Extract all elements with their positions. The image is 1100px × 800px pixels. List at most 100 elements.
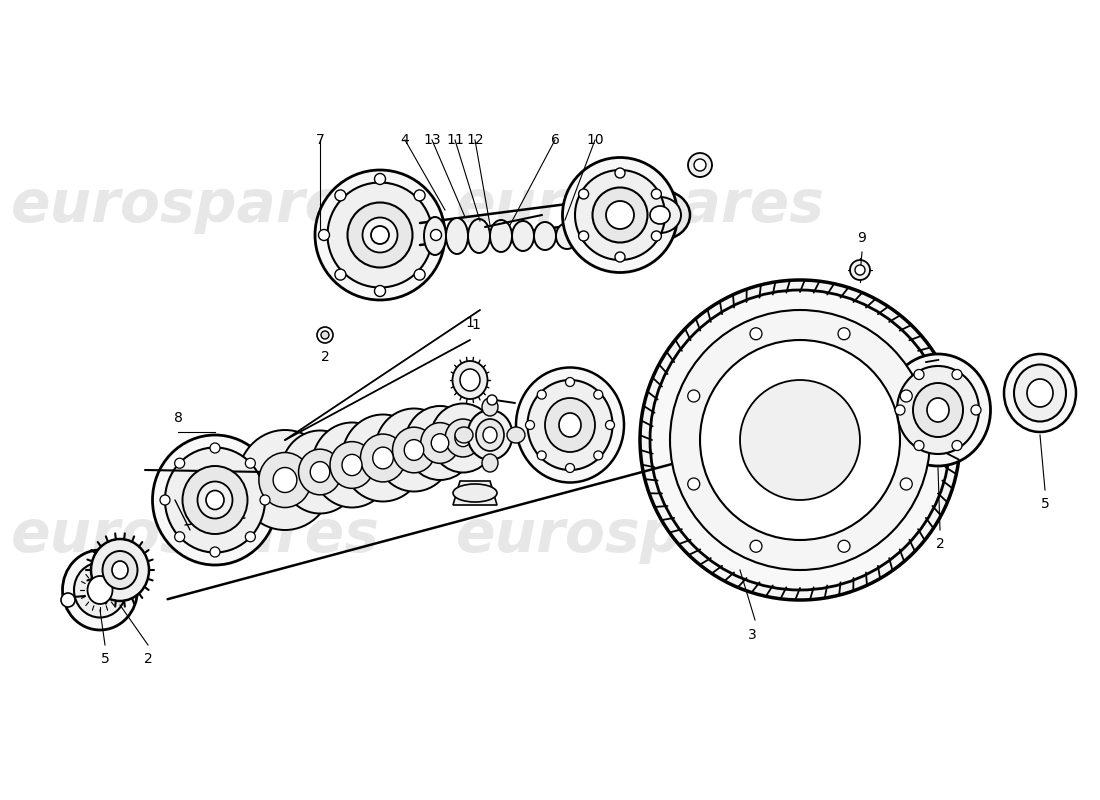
Text: 9: 9 bbox=[858, 231, 867, 245]
Ellipse shape bbox=[91, 539, 148, 601]
Ellipse shape bbox=[913, 383, 962, 437]
Ellipse shape bbox=[606, 201, 634, 229]
Ellipse shape bbox=[534, 222, 556, 250]
Text: eurospares: eurospares bbox=[11, 177, 379, 234]
Circle shape bbox=[160, 495, 170, 505]
Ellipse shape bbox=[896, 366, 979, 454]
Circle shape bbox=[971, 405, 981, 415]
Circle shape bbox=[579, 189, 588, 199]
Ellipse shape bbox=[808, 400, 836, 480]
Ellipse shape bbox=[516, 367, 624, 482]
Circle shape bbox=[952, 370, 962, 379]
Circle shape bbox=[565, 378, 574, 386]
Circle shape bbox=[651, 189, 661, 199]
Circle shape bbox=[60, 593, 75, 607]
Text: 6: 6 bbox=[551, 133, 560, 147]
Polygon shape bbox=[453, 481, 497, 505]
Text: 10: 10 bbox=[586, 133, 604, 147]
Text: 1: 1 bbox=[465, 316, 474, 330]
Ellipse shape bbox=[342, 414, 424, 502]
Circle shape bbox=[210, 443, 220, 453]
Ellipse shape bbox=[556, 223, 578, 249]
Ellipse shape bbox=[455, 427, 473, 443]
Ellipse shape bbox=[405, 406, 475, 480]
Ellipse shape bbox=[280, 430, 359, 514]
Circle shape bbox=[579, 231, 588, 241]
Ellipse shape bbox=[482, 398, 498, 416]
Circle shape bbox=[914, 441, 924, 450]
Circle shape bbox=[487, 395, 497, 405]
Circle shape bbox=[900, 478, 912, 490]
Circle shape bbox=[900, 390, 912, 402]
Ellipse shape bbox=[88, 576, 112, 604]
Ellipse shape bbox=[559, 413, 581, 437]
Ellipse shape bbox=[165, 447, 265, 553]
Text: 11: 11 bbox=[447, 133, 464, 147]
Circle shape bbox=[374, 286, 385, 297]
Ellipse shape bbox=[650, 206, 670, 224]
Ellipse shape bbox=[342, 454, 362, 476]
Circle shape bbox=[615, 168, 625, 178]
Ellipse shape bbox=[206, 490, 224, 510]
Ellipse shape bbox=[468, 219, 490, 253]
Ellipse shape bbox=[507, 427, 525, 443]
Circle shape bbox=[321, 331, 329, 339]
Ellipse shape bbox=[183, 466, 248, 534]
Circle shape bbox=[414, 190, 425, 201]
Ellipse shape bbox=[483, 427, 497, 443]
Text: 4: 4 bbox=[400, 133, 409, 147]
Text: 3: 3 bbox=[748, 628, 757, 642]
Ellipse shape bbox=[468, 410, 513, 460]
Text: eurospares: eurospares bbox=[455, 506, 825, 563]
Circle shape bbox=[895, 405, 905, 415]
Circle shape bbox=[750, 328, 762, 340]
Ellipse shape bbox=[512, 221, 534, 251]
Ellipse shape bbox=[363, 218, 397, 253]
Circle shape bbox=[210, 547, 220, 557]
Ellipse shape bbox=[330, 442, 374, 488]
Circle shape bbox=[688, 153, 712, 177]
Ellipse shape bbox=[315, 170, 446, 300]
Text: 7: 7 bbox=[316, 133, 324, 147]
Text: eurospares: eurospares bbox=[455, 177, 825, 234]
Ellipse shape bbox=[312, 422, 392, 507]
Ellipse shape bbox=[1027, 379, 1053, 407]
Circle shape bbox=[688, 390, 700, 402]
Ellipse shape bbox=[446, 419, 481, 457]
Ellipse shape bbox=[446, 218, 468, 254]
Circle shape bbox=[594, 451, 603, 460]
Text: 2: 2 bbox=[144, 652, 153, 666]
Text: 5: 5 bbox=[100, 652, 109, 666]
Circle shape bbox=[694, 159, 706, 171]
Circle shape bbox=[565, 463, 574, 473]
Ellipse shape bbox=[886, 354, 990, 466]
Ellipse shape bbox=[373, 447, 394, 469]
Text: 12: 12 bbox=[466, 133, 484, 147]
Ellipse shape bbox=[405, 440, 424, 460]
Ellipse shape bbox=[453, 484, 497, 502]
Ellipse shape bbox=[328, 182, 432, 287]
Circle shape bbox=[640, 280, 960, 600]
Circle shape bbox=[670, 310, 930, 570]
Ellipse shape bbox=[310, 462, 330, 482]
Circle shape bbox=[688, 478, 700, 490]
Circle shape bbox=[740, 380, 860, 500]
Circle shape bbox=[319, 230, 330, 241]
Ellipse shape bbox=[348, 202, 412, 267]
Ellipse shape bbox=[431, 434, 449, 452]
Ellipse shape bbox=[630, 190, 690, 240]
Ellipse shape bbox=[420, 422, 460, 463]
Circle shape bbox=[537, 390, 547, 399]
Ellipse shape bbox=[544, 398, 595, 452]
Text: 2: 2 bbox=[936, 537, 945, 551]
Ellipse shape bbox=[927, 398, 949, 422]
Circle shape bbox=[175, 458, 185, 468]
Ellipse shape bbox=[63, 550, 138, 630]
Circle shape bbox=[430, 230, 441, 241]
Circle shape bbox=[374, 174, 385, 185]
Text: 5: 5 bbox=[1041, 497, 1049, 511]
Circle shape bbox=[700, 340, 900, 540]
Text: 2: 2 bbox=[320, 350, 329, 364]
Ellipse shape bbox=[639, 197, 681, 233]
Ellipse shape bbox=[575, 170, 666, 260]
